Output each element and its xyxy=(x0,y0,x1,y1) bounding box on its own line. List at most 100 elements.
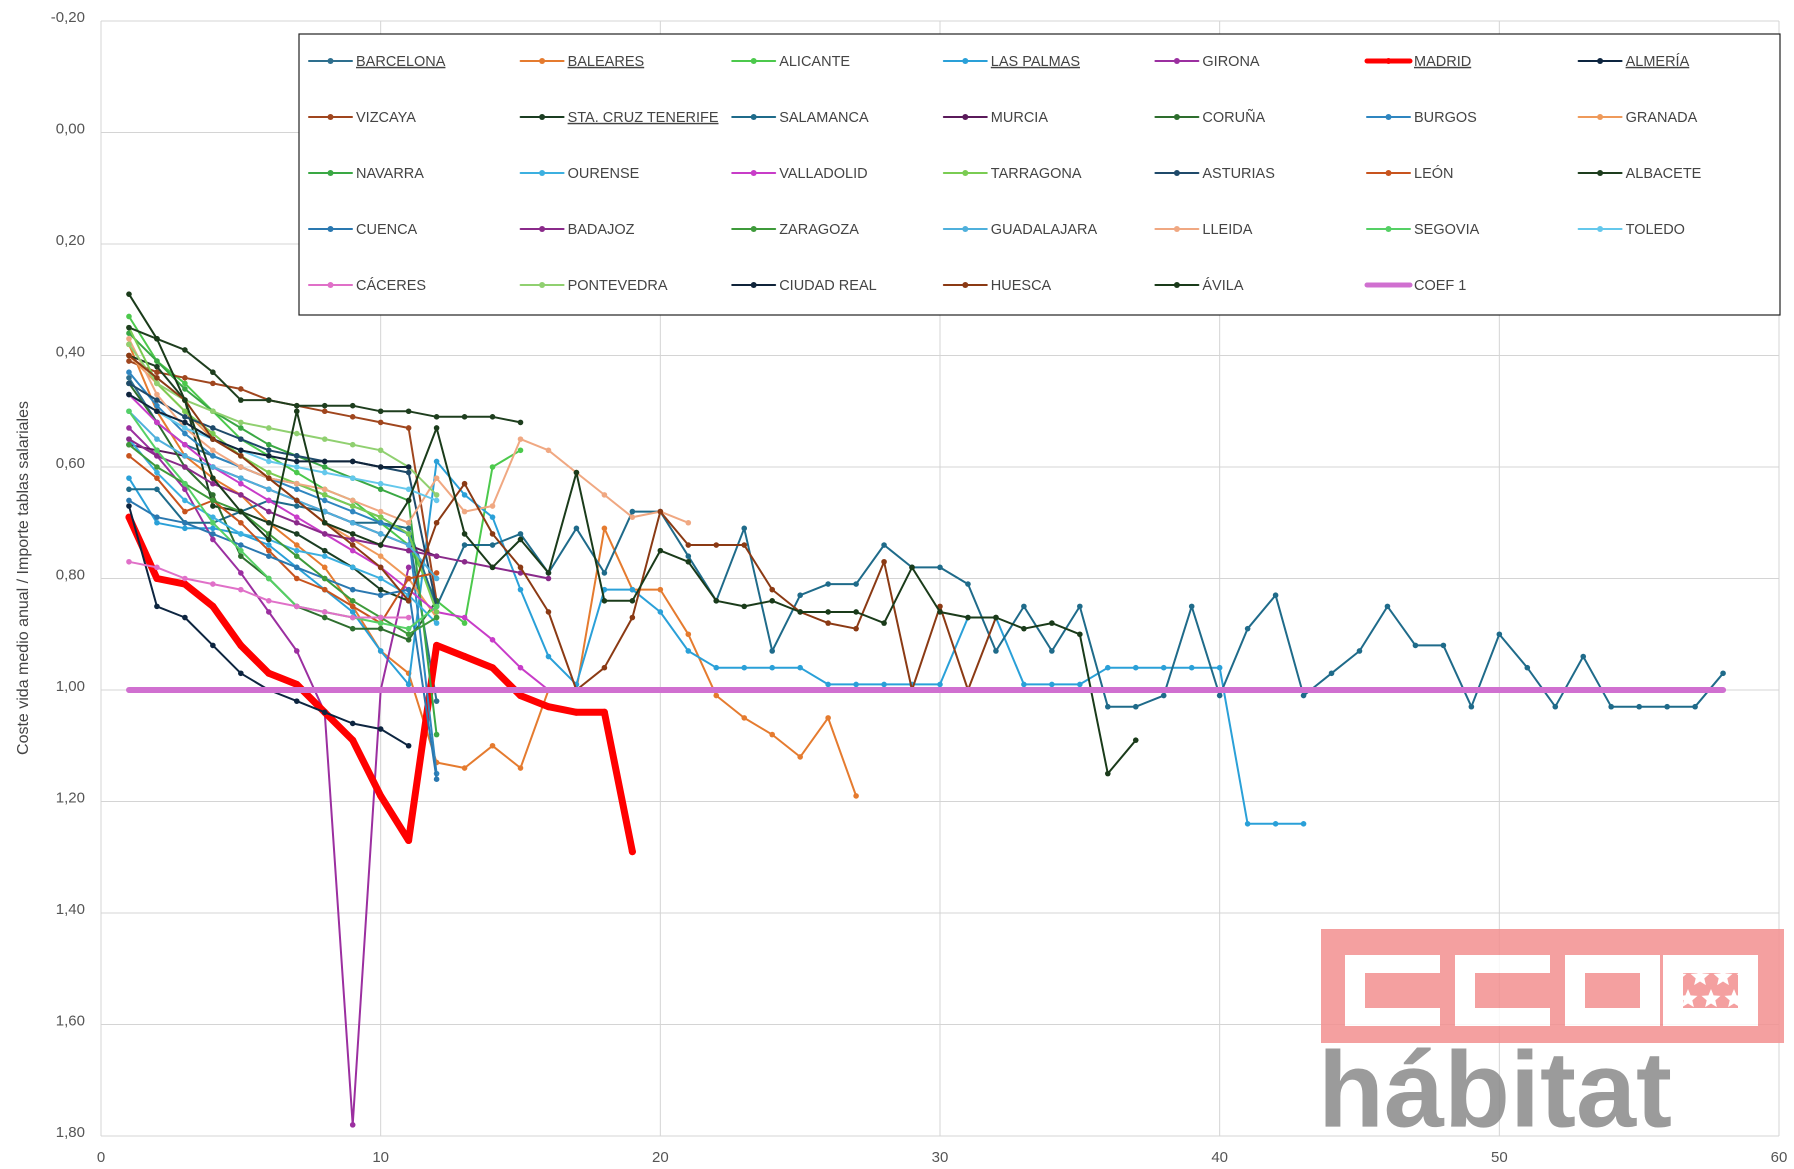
legend-label: VALLADOLID xyxy=(779,166,867,182)
data-point xyxy=(349,497,356,504)
data-point xyxy=(154,358,160,364)
legend-label: TOLEDO xyxy=(1626,222,1685,238)
data-point xyxy=(489,464,496,470)
data-point xyxy=(405,486,412,493)
data-point xyxy=(182,497,188,504)
data-point xyxy=(1300,692,1307,699)
data-point xyxy=(238,542,244,548)
data-point xyxy=(377,514,384,520)
data-point xyxy=(741,664,748,671)
data-point xyxy=(126,358,132,364)
data-point xyxy=(1412,642,1419,649)
x-tick-label: 60 xyxy=(1771,1149,1788,1166)
x-tick-label: 20 xyxy=(652,1149,669,1166)
data-point xyxy=(293,698,300,704)
data-point xyxy=(321,469,328,476)
legend-marker xyxy=(539,170,546,176)
legend-label: CIUDAD REAL xyxy=(779,278,877,294)
data-point xyxy=(321,564,328,571)
data-point xyxy=(405,525,412,532)
data-point xyxy=(182,347,188,353)
data-point xyxy=(881,620,887,626)
data-point xyxy=(266,397,272,403)
data-point xyxy=(153,575,161,582)
data-point xyxy=(293,480,300,487)
data-point xyxy=(321,464,328,470)
data-point xyxy=(210,380,216,387)
data-point xyxy=(210,425,216,431)
legend-label: BURGOS xyxy=(1414,110,1477,126)
legend-label: GRANADA xyxy=(1626,110,1698,126)
data-point xyxy=(238,531,244,537)
data-point xyxy=(517,664,524,671)
data-point xyxy=(1049,681,1055,688)
data-point xyxy=(349,475,356,481)
data-point xyxy=(182,575,188,582)
data-point xyxy=(349,603,356,610)
legend-label: GIRONA xyxy=(1202,54,1260,70)
data-point xyxy=(1552,703,1559,710)
legend-label: COEF 1 xyxy=(1414,278,1466,294)
data-point xyxy=(377,519,384,526)
data-point xyxy=(154,486,160,493)
data-point xyxy=(545,575,552,582)
data-point xyxy=(238,553,244,559)
legend-label: ASTURIAS xyxy=(1202,166,1275,182)
data-point xyxy=(349,586,356,593)
data-point xyxy=(741,525,748,532)
data-point xyxy=(238,508,244,515)
legend-marker xyxy=(962,58,969,64)
legend-marker xyxy=(1597,58,1604,64)
data-point xyxy=(182,380,188,387)
data-point xyxy=(293,514,300,520)
legend-marker xyxy=(539,282,546,288)
data-point xyxy=(377,575,384,582)
data-point xyxy=(657,547,664,554)
data-point xyxy=(126,503,132,509)
data-point xyxy=(461,414,468,420)
legend-label: SEGOVIA xyxy=(1414,222,1480,238)
data-point xyxy=(293,402,300,409)
data-point xyxy=(377,648,384,654)
legend-marker xyxy=(1385,226,1392,232)
data-point xyxy=(405,625,412,632)
data-point xyxy=(349,508,356,515)
data-point xyxy=(154,436,160,442)
series-line xyxy=(128,332,438,736)
data-point xyxy=(126,335,132,342)
data-point xyxy=(154,402,160,409)
data-point xyxy=(881,681,887,688)
data-point xyxy=(266,542,272,548)
data-point xyxy=(377,614,384,621)
data-point xyxy=(713,542,720,548)
legend-label: ALICANTE xyxy=(779,54,850,70)
data-point xyxy=(210,492,216,498)
data-point xyxy=(1524,664,1531,671)
data-point xyxy=(573,469,580,476)
legend-marker xyxy=(1173,58,1180,64)
data-point xyxy=(853,625,859,632)
data-point xyxy=(321,531,328,537)
data-point xyxy=(1384,603,1391,610)
data-point xyxy=(405,469,412,476)
data-point xyxy=(853,609,859,615)
watermark-text: hábitat xyxy=(1318,1029,1672,1150)
data-point xyxy=(238,447,244,454)
data-point xyxy=(937,603,943,610)
data-point xyxy=(1216,664,1223,671)
data-point xyxy=(489,742,496,749)
data-point xyxy=(126,352,132,359)
data-point xyxy=(266,469,272,476)
y-tick-label: 0,00 xyxy=(56,120,85,137)
legend-label: VIZCAYA xyxy=(356,110,416,126)
data-point xyxy=(405,542,412,548)
data-point xyxy=(349,547,356,554)
data-point xyxy=(797,609,803,615)
data-point xyxy=(210,497,216,504)
data-point xyxy=(182,425,188,431)
data-point xyxy=(349,414,356,420)
legend-label: CÁCERES xyxy=(356,277,426,294)
data-point xyxy=(1077,603,1083,610)
data-point xyxy=(881,558,887,565)
data-point xyxy=(238,519,244,526)
